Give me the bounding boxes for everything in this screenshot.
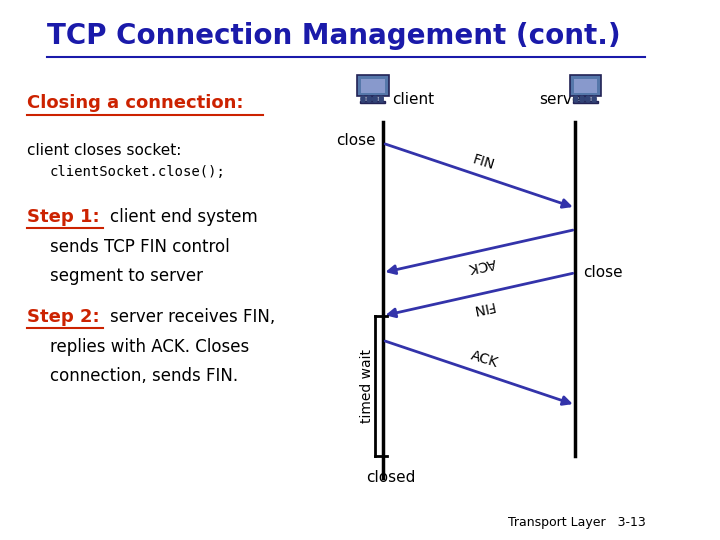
Text: close: close [583,265,623,280]
Circle shape [586,97,590,100]
Text: FIN: FIN [471,153,497,173]
Circle shape [373,96,377,99]
Circle shape [592,99,596,102]
Text: Step 1:: Step 1: [27,208,99,226]
Text: closed: closed [366,470,416,485]
Text: sends TCP FIN control: sends TCP FIN control [50,238,230,255]
Bar [573,101,598,103]
Bar [356,75,389,96]
Circle shape [574,99,578,102]
Text: connection, sends FIN.: connection, sends FIN. [50,367,238,385]
Text: close: close [336,133,376,148]
Text: ACK: ACK [469,349,500,370]
Circle shape [580,96,584,99]
Text: client end system: client end system [109,208,258,226]
Text: client closes socket:: client closes socket: [27,143,181,158]
Circle shape [592,96,596,99]
Circle shape [361,96,365,99]
Circle shape [586,96,590,99]
Circle shape [373,99,377,102]
Text: server receives FIN,: server receives FIN, [109,308,275,326]
Bar [361,79,384,93]
Text: client: client [392,92,435,107]
Text: segment to server: segment to server [50,267,203,285]
Circle shape [574,97,578,100]
Text: FIN: FIN [470,299,495,316]
Bar [370,96,375,102]
Circle shape [367,96,371,99]
Bar [583,96,588,102]
Circle shape [373,97,377,100]
Bar [570,75,601,96]
Circle shape [586,99,590,102]
Circle shape [379,97,383,100]
Circle shape [361,99,365,102]
Circle shape [367,99,371,102]
Text: Closing a connection:: Closing a connection: [27,94,243,112]
Text: ACK: ACK [467,255,498,274]
Text: Step 2:: Step 2: [27,308,99,326]
Bar [361,101,384,103]
Circle shape [592,97,596,100]
Circle shape [361,97,365,100]
Circle shape [580,97,584,100]
Text: TCP Connection Management (cont.): TCP Connection Management (cont.) [47,22,620,50]
Text: server: server [539,92,588,107]
Text: clientSocket.close();: clientSocket.close(); [50,165,226,179]
Text: replies with ACK. Closes: replies with ACK. Closes [50,338,249,355]
Circle shape [379,99,383,102]
Circle shape [367,97,371,100]
Circle shape [574,96,578,99]
Circle shape [580,99,584,102]
Text: Transport Layer   3-13: Transport Layer 3-13 [508,516,645,529]
Circle shape [379,96,383,99]
Text: timed wait: timed wait [359,349,374,423]
Bar [574,79,598,93]
